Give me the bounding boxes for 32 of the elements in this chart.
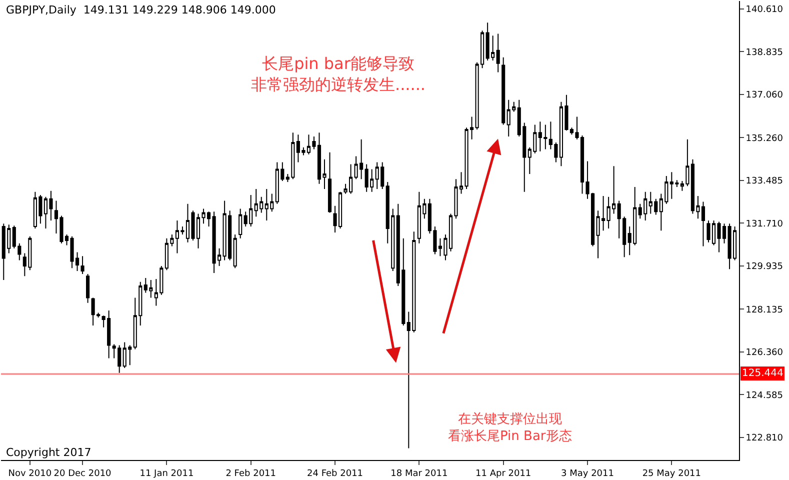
y-tick-label: 128.135 <box>746 305 784 316</box>
y-tick-label: 126.360 <box>746 348 784 358</box>
x-tick-label: 24 Feb 2011 <box>307 468 364 479</box>
y-tick-label: 122.810 <box>746 434 784 444</box>
y-tick-label: 135.260 <box>746 134 784 144</box>
candlestick <box>496 33 500 73</box>
y-tick-label: 138.835 <box>746 48 784 58</box>
candlestick <box>238 208 242 239</box>
chart-title: GBPJPY,Daily 149.131 149.229 148.906 149.000 <box>6 4 276 17</box>
x-tick-label: 3 May 2011 <box>561 468 614 479</box>
y-tick-label: 124.585 <box>746 390 784 401</box>
candlestick <box>233 234 237 269</box>
candlestick <box>502 56 506 126</box>
annotation: Copyright 2017 <box>6 446 92 459</box>
y-tick-label: 133.485 <box>746 176 784 187</box>
annotation: 在关键支撑位出现看涨长尾Pin Bar形态 <box>448 412 572 444</box>
candlestick <box>80 256 84 274</box>
x-tick-label: Nov 2010 <box>8 468 52 479</box>
y-tick-label: 140.610 <box>746 5 784 16</box>
candlestick <box>328 152 332 214</box>
annotation: 长尾pin bar能够导致非常强劲的逆转发生...... <box>251 54 426 94</box>
x-tick-label: 11 Apr 2011 <box>476 468 532 479</box>
candlestick <box>86 273 90 304</box>
y-tick-label: 129.935 <box>746 262 784 272</box>
y-tick-label: 131.710 <box>746 219 784 230</box>
x-tick-label: 20 Dec 2010 <box>54 468 112 479</box>
ref-line-label: 125.444 <box>742 368 784 379</box>
x-tick-label: 25 May 2011 <box>642 468 702 479</box>
x-tick-label: 18 Mar 2011 <box>390 468 448 479</box>
x-tick-label: 11 Jan 2011 <box>140 468 194 479</box>
x-tick-label: 2 Feb 2011 <box>226 468 276 479</box>
y-tick-label: 137.060 <box>746 90 784 101</box>
